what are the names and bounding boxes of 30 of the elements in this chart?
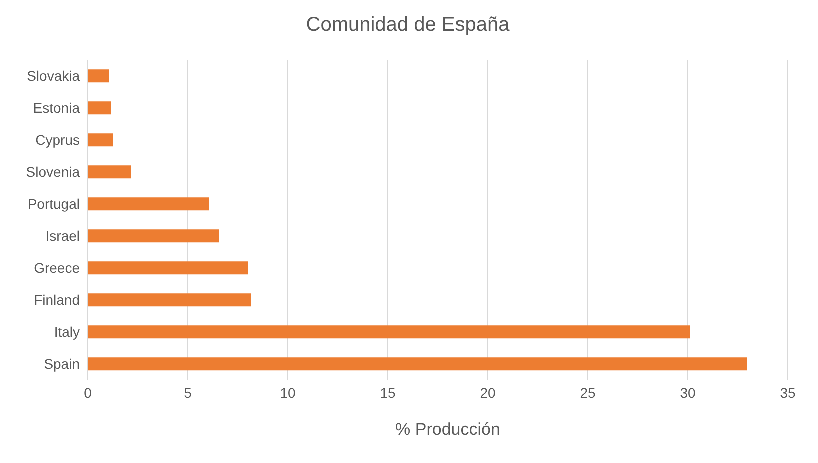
x-tick-label: 20 — [480, 384, 496, 401]
x-tick-label: 35 — [780, 384, 796, 401]
x-tick-label: 25 — [580, 384, 596, 401]
bar — [88, 102, 111, 115]
y-tick-label: Spain — [44, 356, 80, 372]
x-tick-label: 0 — [84, 384, 92, 401]
y-tick-label: Portugal — [28, 196, 80, 212]
y-tick-label: Slovakia — [27, 68, 80, 84]
y-tick-label: Israel — [46, 228, 80, 244]
x-axis-title: % Producción — [394, 420, 502, 440]
y-tick-label: Greece — [34, 260, 80, 276]
chart-title: Comunidad de España — [305, 13, 511, 38]
bar — [88, 262, 248, 275]
y-tick-label: Slovenia — [26, 164, 80, 180]
x-tick-label: 15 — [380, 384, 396, 401]
bar — [88, 294, 251, 307]
y-tick-label: Finland — [34, 292, 80, 308]
bar — [88, 134, 113, 147]
bar — [88, 230, 219, 243]
y-tick-label: Estonia — [33, 100, 80, 116]
bar — [88, 326, 690, 339]
bar — [88, 198, 209, 211]
bar — [88, 358, 747, 371]
y-tick-label: Italy — [54, 324, 80, 340]
y-tick-label: Cyprus — [36, 132, 80, 148]
bar — [88, 166, 131, 179]
bar — [88, 70, 109, 83]
x-tick-label: 5 — [184, 384, 192, 401]
x-tick-label: 10 — [280, 384, 296, 401]
x-tick-label: 30 — [680, 384, 696, 401]
